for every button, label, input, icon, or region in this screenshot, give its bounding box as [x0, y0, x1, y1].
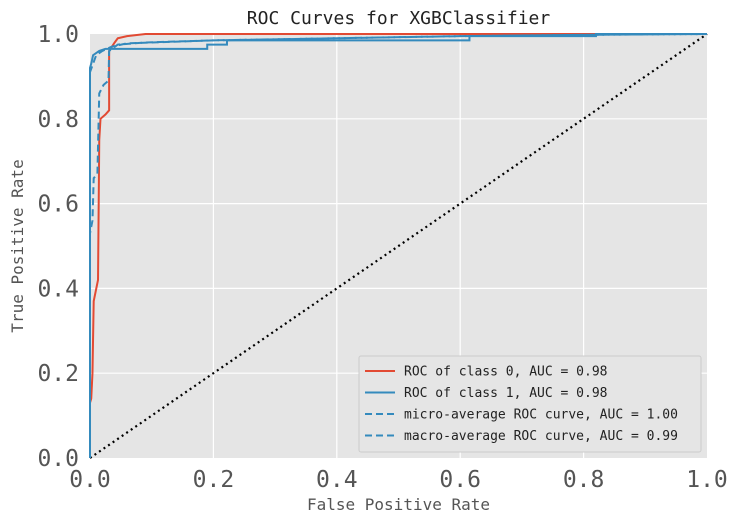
y-tick-label-2: 0.4 [37, 276, 79, 302]
legend-label-2: micro-average ROC curve, AUC = 1.00 [404, 408, 678, 423]
x-tick-label-4: 0.8 [563, 467, 605, 493]
chart-title: ROC Curves for XGBClassifier [247, 8, 551, 29]
y-axis-label: True Positive Rate [8, 159, 27, 332]
legend-label-1: ROC of class 1, AUC = 0.98 [404, 386, 608, 401]
legend-box [358, 355, 702, 453]
y-tick-label-4: 0.8 [37, 107, 79, 133]
legend: ROC of class 0, AUC = 0.98 ROC of class 1… [358, 355, 702, 453]
legend-label-0: ROC of class 0, AUC = 0.98 [404, 365, 608, 380]
x-tick-label-1: 0.2 [193, 467, 235, 493]
x-tick-label-2: 0.4 [316, 467, 358, 493]
y-tick-label-1: 0.2 [37, 361, 79, 387]
x-tick-label-3: 0.6 [439, 467, 481, 493]
x-tick-label-5: 1.0 [686, 467, 728, 493]
x-axis-label: False Positive Rate [307, 495, 490, 514]
y-tick-label-5: 1.0 [37, 22, 79, 48]
grid [90, 34, 707, 458]
x-tick-label-0: 0.0 [69, 467, 111, 493]
reference-diagonal-line [89, 33, 708, 459]
y-tick-label-0: 0.0 [37, 446, 79, 472]
series-layer [89, 33, 708, 459]
series-line-3 [89, 33, 708, 458]
y-tick-label-3: 0.6 [37, 192, 79, 218]
tick-labels: 0.0 0.2 0.4 0.6 0.8 1.0 0.0 0.2 0.4 0.6 0.8 1.0 [37, 22, 727, 493]
legend-label-3: macro-average ROC curve, AUC = 0.99 [404, 429, 678, 444]
series-line-0 [89, 33, 707, 458]
